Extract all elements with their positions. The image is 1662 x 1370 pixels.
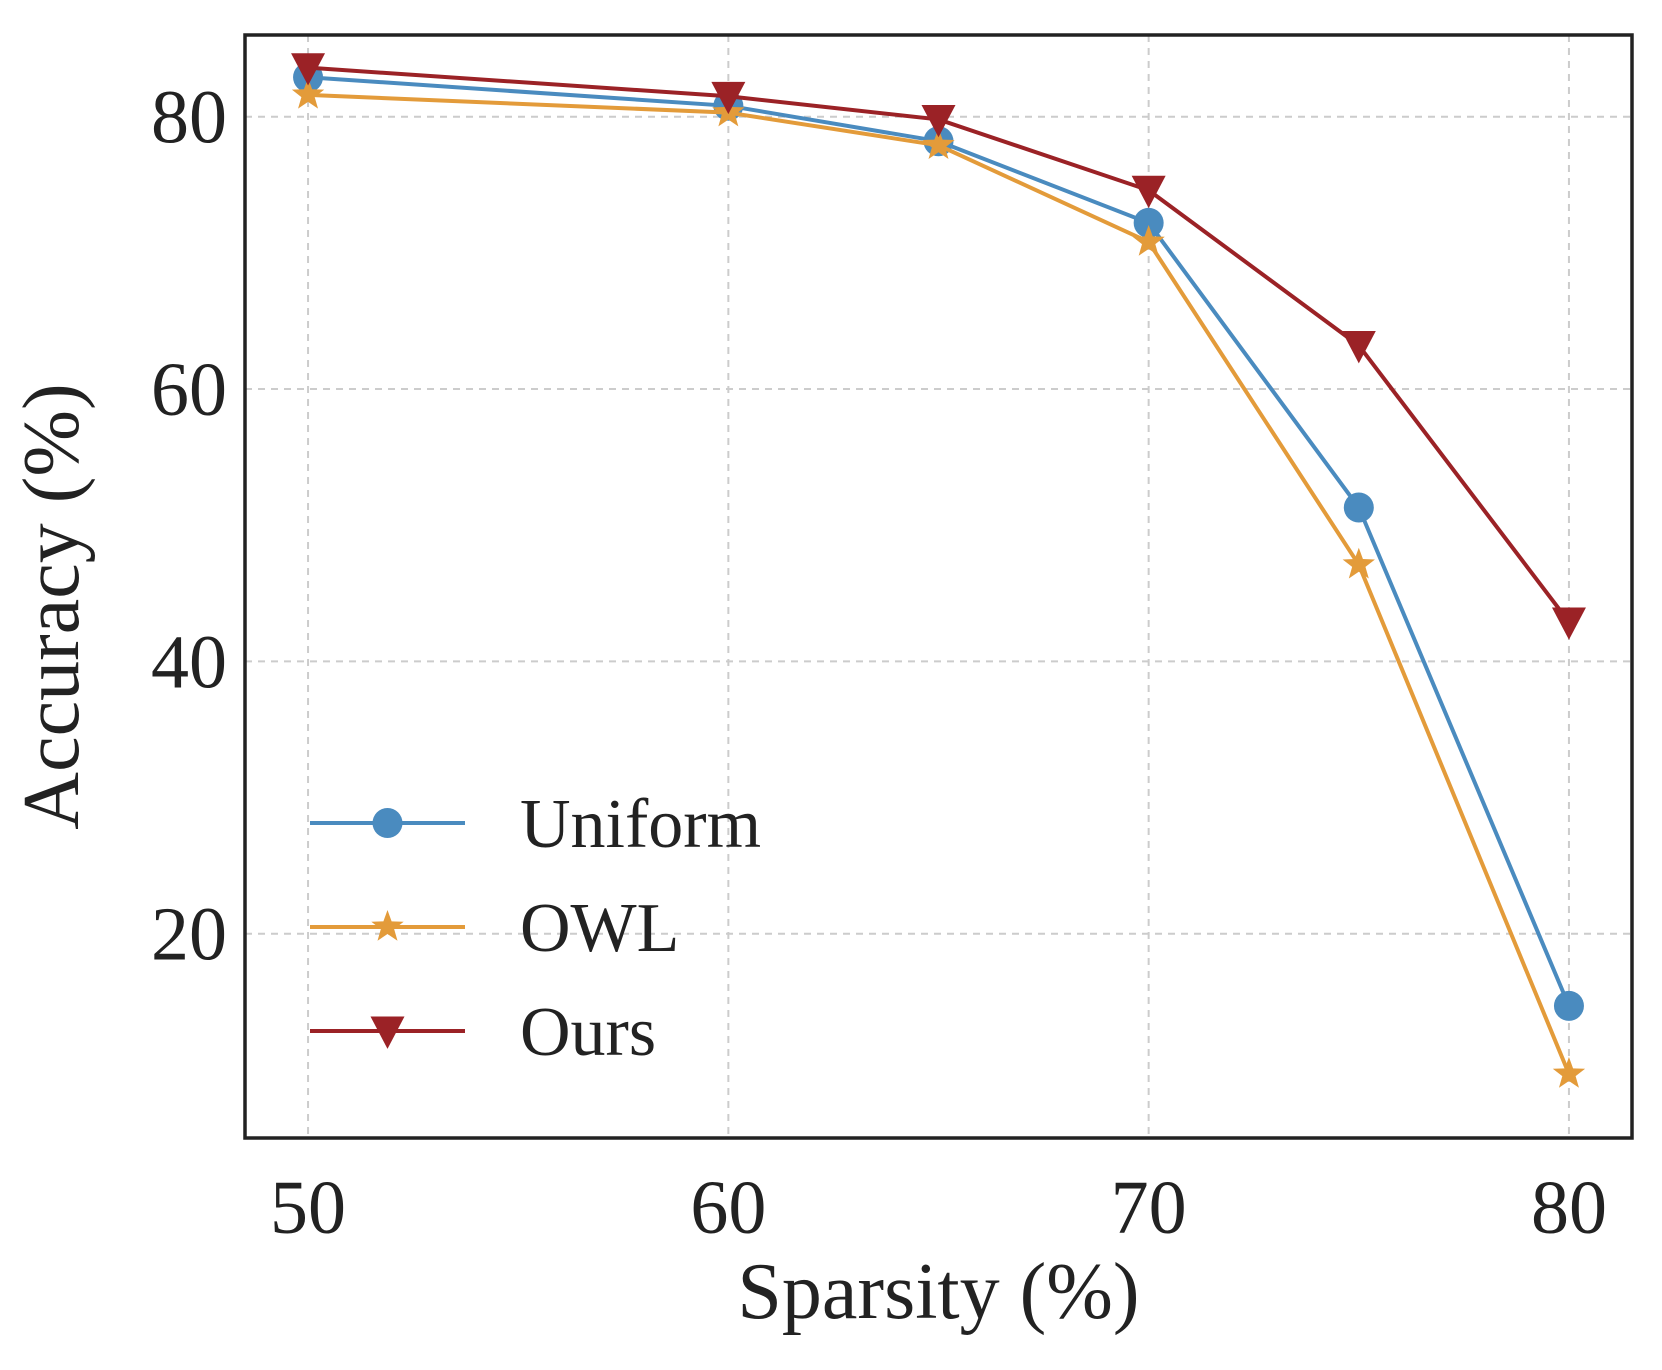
legend-marker-ours: [370, 1016, 405, 1049]
data-point-owl: [1132, 224, 1165, 256]
data-point-ours: [711, 81, 746, 115]
legend-item-ours: Ours: [310, 994, 656, 1071]
x-tick-label: 70: [1111, 1166, 1187, 1250]
series-line-uniform: [307, 75, 1571, 1007]
data-point-owl: [1552, 1057, 1586, 1088]
data-point-uniform: [1553, 990, 1584, 1021]
series-ours: [291, 53, 1586, 640]
data-point-ours: [921, 104, 956, 138]
series-line-owl: [307, 92, 1571, 1075]
legend-label-uniform: Uniform: [520, 786, 761, 863]
legend-item-owl: OWL: [310, 890, 679, 967]
legend-label-owl: OWL: [520, 890, 679, 967]
x-tick-label: 80: [1531, 1166, 1607, 1250]
data-point-ours: [1341, 331, 1376, 364]
series-uniform: [293, 62, 1584, 1021]
data-point-ours: [291, 53, 326, 86]
tick-labels: 50 60 70 80 20 40 60 80: [151, 76, 1607, 1250]
data-point-owl: [1342, 547, 1375, 579]
grid: [245, 35, 1632, 1138]
x-tick-label: 60: [690, 1166, 766, 1250]
y-tick-label: 80: [151, 76, 227, 160]
data-point-uniform: [1343, 492, 1374, 523]
data-point-uniform: [1133, 207, 1164, 238]
y-tick-label: 60: [151, 348, 227, 432]
series-layer: [291, 53, 1586, 1088]
legend-item-uniform: Uniform: [310, 786, 761, 863]
x-axis-label: Sparsity (%): [737, 1248, 1139, 1336]
legend-marker-owl: [371, 910, 404, 941]
legend-marker-uniform: [372, 808, 403, 838]
legend: Uniform OWL Ours: [310, 786, 761, 1071]
x-tick-label: 50: [270, 1166, 346, 1250]
y-axis-label: Accuracy (%): [8, 383, 96, 829]
series-line-ours: [307, 65, 1571, 624]
data-point-ours: [1131, 175, 1166, 209]
legend-label-ours: Ours: [520, 994, 656, 1071]
y-tick-label: 40: [151, 620, 227, 704]
y-tick-label: 20: [151, 893, 227, 977]
plot-frame: [243, 33, 1634, 1140]
data-point-owl: [291, 77, 325, 109]
data-point-ours: [1551, 607, 1586, 640]
data-point-owl: [922, 128, 955, 160]
